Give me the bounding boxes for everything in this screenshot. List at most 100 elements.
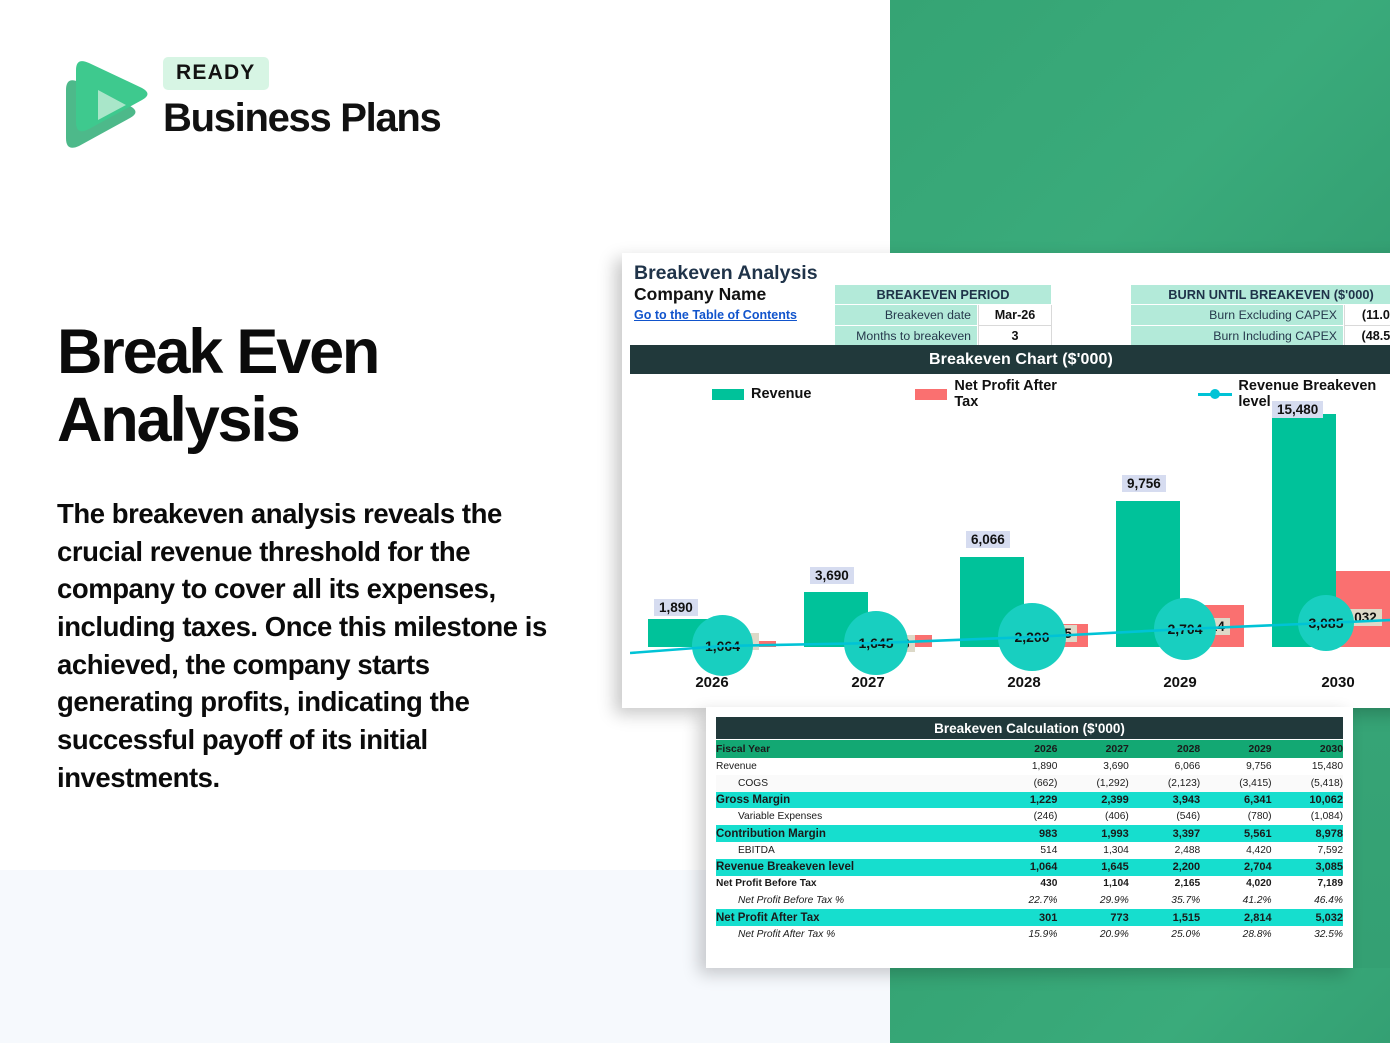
chart-plot-area: 1,890 301 1,064 2026 3,690 773 1,645 202… bbox=[630, 401, 1390, 703]
row-cell: 6,341 bbox=[1244, 793, 1272, 806]
table-header-2029: 2029 bbox=[1248, 743, 1272, 755]
row-cell: 7,592 bbox=[1317, 844, 1344, 856]
table-row[interactable]: Net Profit Before Tax % 22.7% 29.9% 35.7… bbox=[716, 892, 1343, 909]
row-cell: 2,200 bbox=[1172, 861, 1201, 874]
table-row[interactable]: Net Profit After Tax 301 773 1,515 2,814… bbox=[716, 909, 1343, 926]
row-cell: 2,704 bbox=[1244, 861, 1272, 874]
row-cell: 1,890 bbox=[1031, 760, 1058, 772]
table-row[interactable]: Variable Expenses (246) (406) (546) (780… bbox=[716, 808, 1343, 825]
row-cell: (1,084) bbox=[1310, 811, 1343, 823]
row-cell: 6,066 bbox=[1174, 760, 1201, 772]
row-cell: 1,229 bbox=[1029, 793, 1058, 806]
row-label: Net Profit After Tax bbox=[716, 911, 820, 924]
kpi-row-breakeven-date: Breakeven date Mar-26 bbox=[834, 305, 1052, 326]
kpi-label-breakeven-date: Breakeven date bbox=[834, 305, 978, 326]
breakeven-calculation-card: Breakeven Calculation ($'000) Fiscal Yea… bbox=[706, 707, 1353, 968]
table-row[interactable]: Net Profit Before Tax 430 1,104 2,165 4,… bbox=[716, 876, 1343, 893]
table-body: Fiscal Year 2026 2027 2028 2029 2030 Rev… bbox=[716, 740, 1343, 943]
row-cell: 35.7% bbox=[1171, 895, 1201, 907]
table-row[interactable]: Contribution Margin 983 1,993 3,397 5,56… bbox=[716, 825, 1343, 842]
row-cell: 3,690 bbox=[1103, 760, 1129, 772]
table-row[interactable]: COGS (662) (1,292) (2,123) (3,415) (5,41… bbox=[716, 774, 1343, 792]
row-label: Contribution Margin bbox=[716, 827, 826, 840]
row-cell: 29.9% bbox=[1099, 895, 1129, 907]
row-label: Net Profit After Tax % bbox=[738, 928, 836, 940]
table-row[interactable]: EBITDA 514 1,304 2,488 4,420 7,592 bbox=[716, 842, 1343, 859]
row-label: Gross Margin bbox=[716, 793, 791, 806]
kpi-breakeven-period-header: BREAKEVEN PERIOD bbox=[834, 284, 1052, 305]
row-cell: 15.9% bbox=[1028, 928, 1058, 940]
legend-item-revenue-breakeven-level[interactable]: Revenue Breakeven level bbox=[1197, 378, 1390, 410]
table-header-fiscal-year: Fiscal Year bbox=[716, 743, 771, 755]
bubble-breakeven-2030: 3,085 bbox=[1298, 595, 1354, 651]
row-label: Revenue bbox=[716, 760, 757, 772]
table-title: Breakeven Calculation ($'000) bbox=[716, 717, 1343, 739]
sheet-title: Breakeven Analysis bbox=[634, 262, 818, 284]
row-cell: 10,062 bbox=[1309, 793, 1343, 806]
legend-swatch-npat-icon bbox=[915, 388, 948, 400]
legend-label-revenue: Revenue bbox=[751, 386, 812, 402]
row-cell: 1,515 bbox=[1172, 911, 1201, 924]
row-label: COGS bbox=[738, 777, 769, 789]
table-header-2026: 2026 bbox=[1034, 743, 1058, 755]
row-cell: 4,020 bbox=[1246, 878, 1272, 890]
row-cell: 7,189 bbox=[1317, 878, 1344, 890]
row-cell: 28.8% bbox=[1242, 928, 1272, 940]
table-header-2027: 2027 bbox=[1105, 743, 1129, 755]
bubble-breakeven-2028: 2,200 bbox=[998, 603, 1066, 671]
row-cell: 773 bbox=[1110, 911, 1129, 924]
legend-item-net-profit-after-tax[interactable]: Net Profit After Tax bbox=[915, 378, 1084, 410]
table-row[interactable]: Gross Margin 1,229 2,399 3,943 6,341 10,… bbox=[716, 791, 1343, 809]
table-row[interactable]: Revenue 1,890 3,690 6,066 9,756 15,480 bbox=[716, 758, 1343, 775]
x-axis-label-2029: 2029 bbox=[1163, 674, 1197, 691]
row-cell: 32.5% bbox=[1314, 928, 1343, 940]
kpi-value-months-to-breakeven[interactable]: 3 bbox=[978, 326, 1052, 347]
brand-badge: READY bbox=[163, 57, 269, 90]
breakeven-calculation-table: Fiscal Year 2026 2027 2028 2029 2030 Rev… bbox=[716, 740, 1343, 943]
bubble-breakeven-2026: 1,064 bbox=[692, 615, 753, 676]
row-cell: 4,420 bbox=[1246, 844, 1272, 856]
row-cell: 1,645 bbox=[1101, 861, 1129, 874]
row-cell: 983 bbox=[1039, 827, 1058, 840]
row-cell: (3,415) bbox=[1239, 777, 1272, 789]
row-label: Net Profit Before Tax bbox=[716, 878, 817, 890]
kpi-burn-until-breakeven: BURN UNTIL BREAKEVEN ($'000) Burn Exclud… bbox=[1130, 284, 1390, 347]
kpi-row-months-to-breakeven: Months to breakeven 3 bbox=[834, 326, 1052, 347]
background-panel-bottom-right bbox=[890, 968, 1390, 1043]
legend-swatch-revenue-icon bbox=[712, 388, 744, 400]
row-label: Variable Expenses bbox=[738, 811, 823, 823]
row-cell: (1,292) bbox=[1096, 777, 1129, 789]
kpi-row-burn-excluding-capex: Burn Excluding CAPEX (11.0) bbox=[1130, 305, 1390, 326]
row-cell: (406) bbox=[1104, 811, 1129, 823]
brand-logo: READY Business Plans bbox=[58, 57, 442, 162]
brand-name: Business Plans bbox=[163, 96, 442, 140]
table-of-contents-link[interactable]: Go to the Table of Contents bbox=[634, 308, 797, 322]
row-cell: 2,814 bbox=[1244, 911, 1272, 924]
kpi-label-months-to-breakeven: Months to breakeven bbox=[834, 326, 978, 347]
kpi-value-breakeven-date[interactable]: Mar-26 bbox=[978, 305, 1052, 326]
table-row[interactable]: Net Profit After Tax % 15.9% 20.9% 25.0%… bbox=[716, 926, 1343, 943]
row-cell: 46.4% bbox=[1314, 895, 1343, 907]
row-label: Revenue Breakeven level bbox=[716, 861, 855, 874]
sheet-company-name: Company Name bbox=[634, 284, 767, 304]
legend-label-net-profit-after-tax: Net Profit After Tax bbox=[954, 378, 1057, 410]
kpi-value-burn-including-capex[interactable]: (48.5) bbox=[1344, 326, 1390, 347]
brand-logo-text: READY Business Plans bbox=[163, 57, 442, 141]
chart-legend: Revenue Net Profit After Tax Revenue Bre… bbox=[630, 378, 1390, 410]
legend-item-revenue[interactable]: Revenue bbox=[712, 386, 811, 402]
table-header-row: Fiscal Year 2026 2027 2028 2029 2030 bbox=[716, 740, 1343, 758]
row-cell: 41.2% bbox=[1242, 895, 1272, 907]
kpi-value-burn-excluding-capex[interactable]: (11.0) bbox=[1344, 305, 1390, 326]
row-cell: 5,561 bbox=[1244, 827, 1272, 840]
row-cell: 9,756 bbox=[1246, 760, 1272, 772]
row-cell: 2,165 bbox=[1174, 878, 1201, 890]
table-header-2028: 2028 bbox=[1177, 743, 1201, 755]
legend-swatch-breakeven-line-icon bbox=[1197, 388, 1232, 400]
table-row[interactable]: Revenue Breakeven level 1,064 1,645 2,20… bbox=[716, 858, 1343, 876]
row-cell: (2,123) bbox=[1167, 777, 1201, 789]
row-cell: 2,399 bbox=[1101, 793, 1129, 806]
chart-title: Breakeven Chart ($'000) bbox=[630, 345, 1390, 374]
row-cell: 3,943 bbox=[1172, 793, 1201, 806]
play-triangle-logo-icon bbox=[66, 61, 148, 148]
